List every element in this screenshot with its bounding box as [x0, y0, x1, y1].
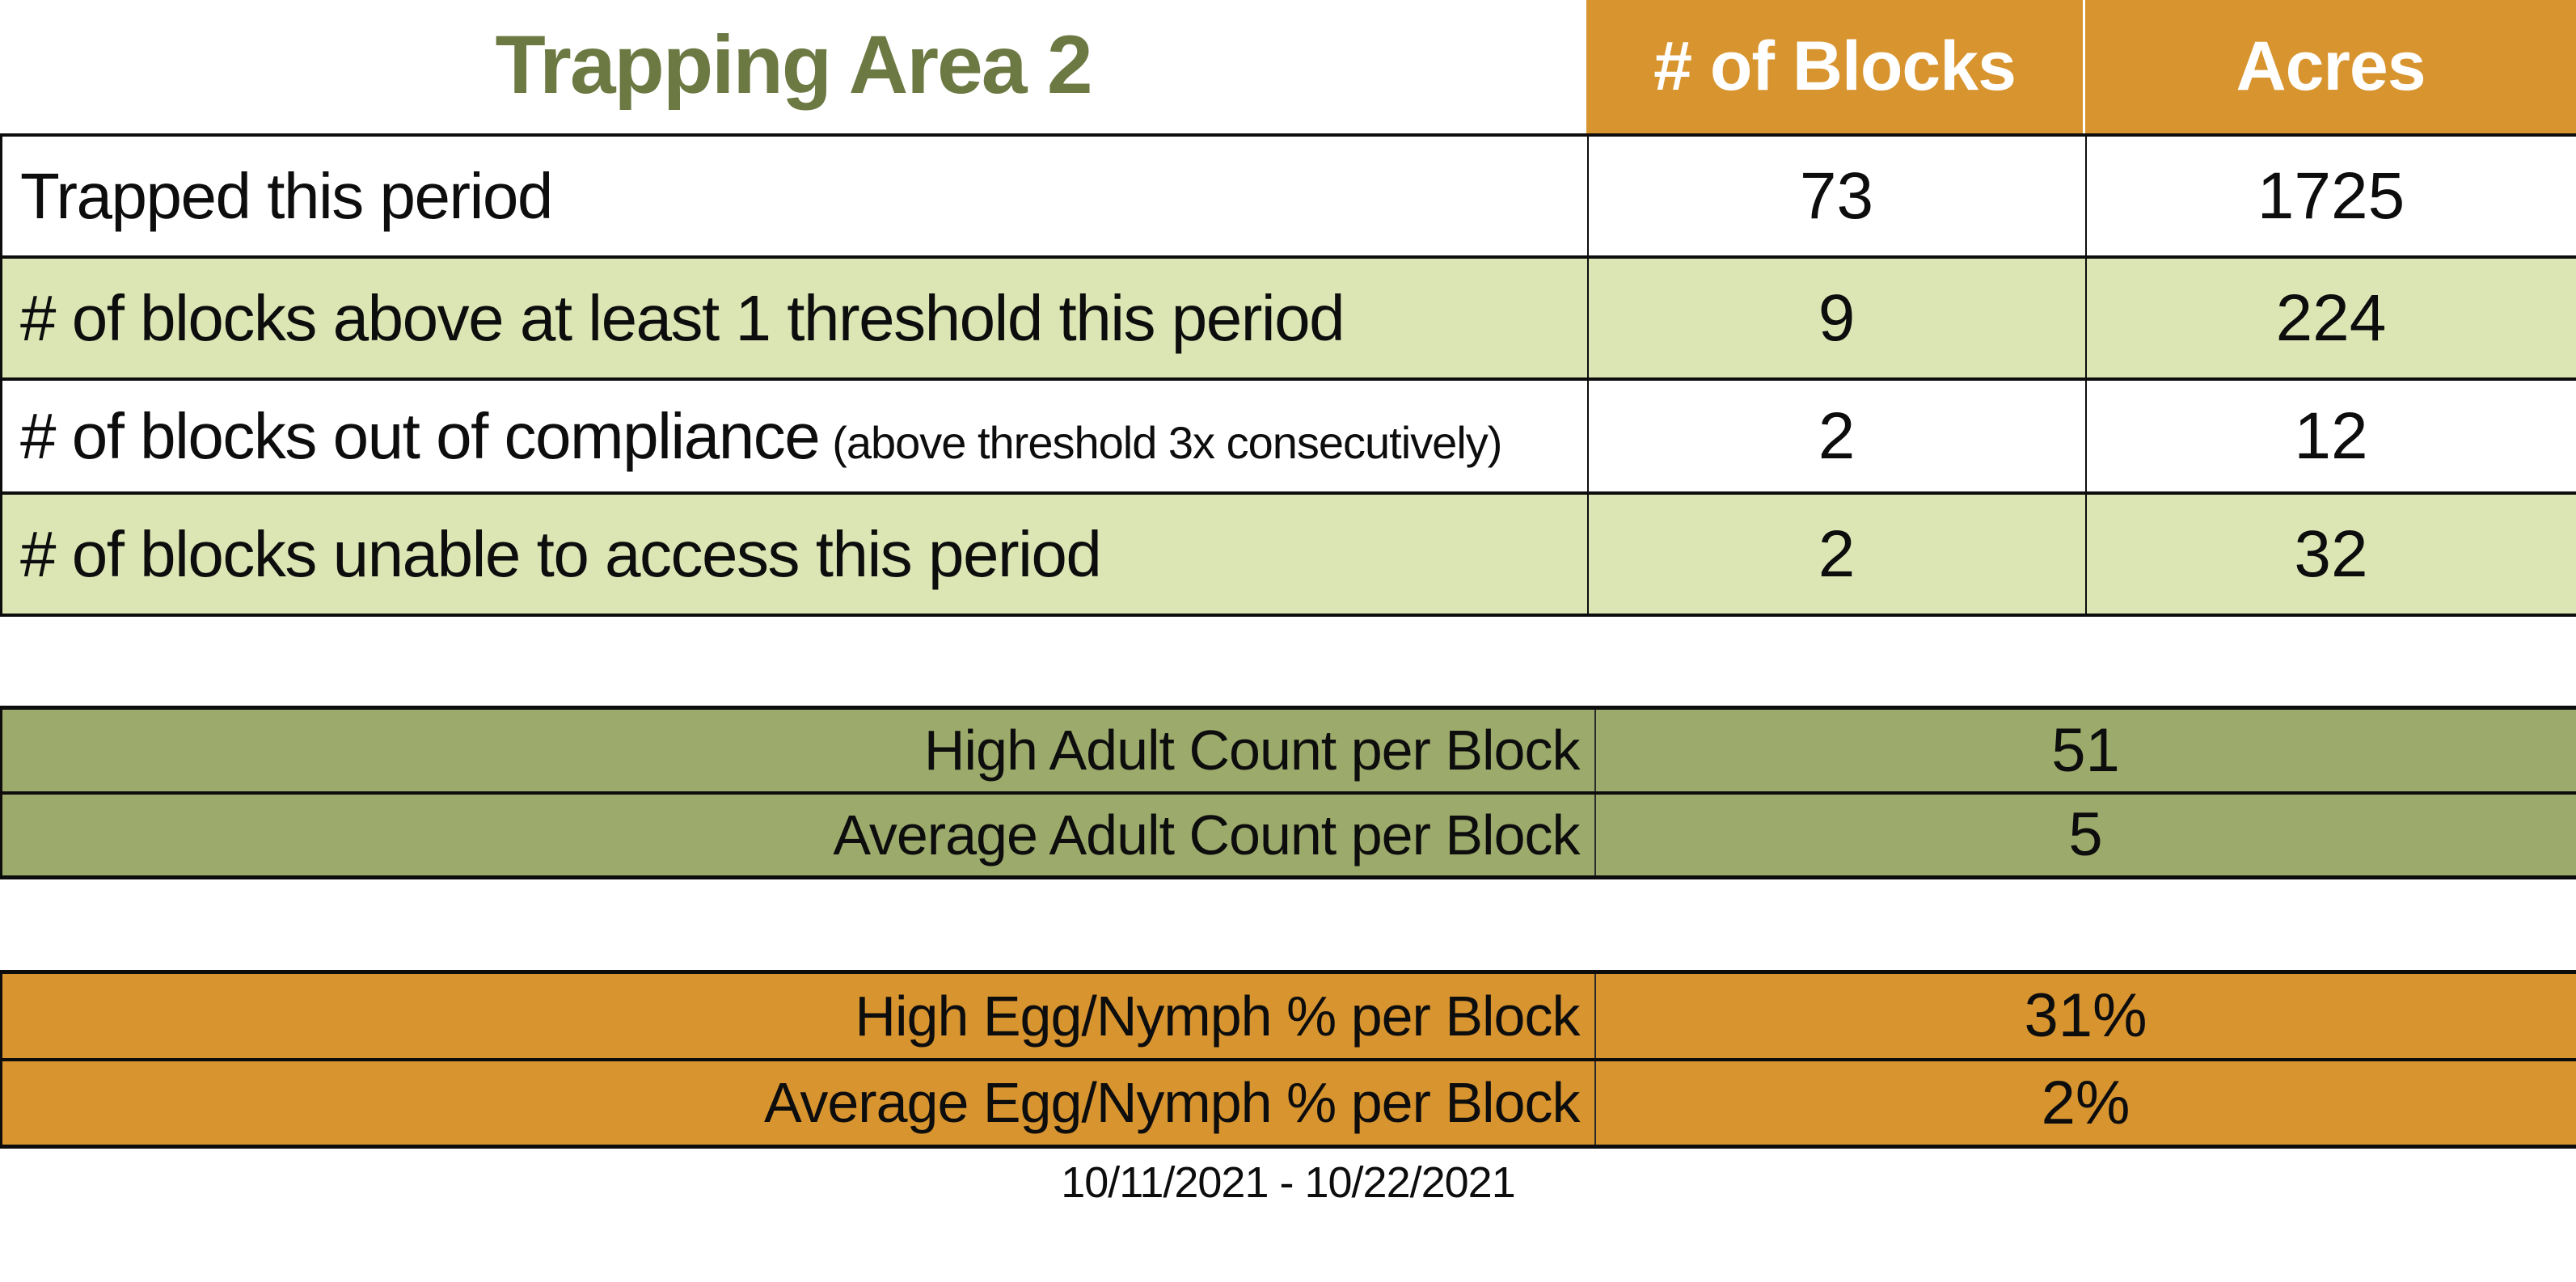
page-title: Trapping Area 2: [495, 18, 1092, 111]
column-header-blocks: # of Blocks: [1586, 0, 2083, 133]
row-value: 31%: [1594, 970, 2576, 1061]
row-label-text: # of blocks out of compliance: [20, 399, 821, 472]
egg-nymph-table: High Egg/Nymph % per Block 31% Average E…: [0, 970, 2576, 1149]
row-label-text: # of blocks unable to access this period: [20, 517, 1102, 590]
row-label: # of blocks out of compliance (above thre…: [0, 377, 1589, 495]
acres-value: 1725: [2084, 133, 2576, 259]
blocks-value: 73: [1586, 133, 2087, 259]
table-row: # of blocks out of compliance (above thre…: [0, 377, 2576, 495]
row-value: 51: [1594, 706, 2576, 795]
row-label: # of blocks above at least 1 threshold t…: [0, 255, 1589, 381]
table-row: High Adult Count per Block 51: [0, 706, 2576, 795]
row-label: Average Egg/Nymph % per Block: [0, 1059, 1596, 1149]
blocks-value: 2: [1586, 491, 2087, 617]
row-label-note: (above threshold 3x consecutively): [832, 416, 1502, 468]
row-label: High Egg/Nymph % per Block: [0, 970, 1596, 1061]
row-label: High Adult Count per Block: [0, 706, 1596, 795]
table-row: # of blocks unable to access this period…: [0, 491, 2576, 617]
row-label: # of blocks unable to access this period: [0, 491, 1589, 617]
table-row: # of blocks above at least 1 threshold t…: [0, 255, 2576, 381]
row-label-text: # of blocks above at least 1 threshold t…: [20, 281, 1345, 354]
row-value: 2%: [1594, 1059, 2576, 1149]
summary-table: Trapped this period 73 1725 # of blocks …: [0, 133, 2576, 617]
table-row: High Egg/Nymph % per Block 31%: [0, 970, 2576, 1061]
acres-value: 32: [2084, 491, 2576, 617]
row-label: Trapped this period: [0, 133, 1589, 259]
table-row: Trapped this period 73 1725: [0, 133, 2576, 259]
row-label-text: Trapped this period: [20, 159, 553, 232]
row-value: 5: [1594, 792, 2576, 879]
table-row: Average Egg/Nymph % per Block 2%: [0, 1059, 2576, 1149]
adult-count-table: High Adult Count per Block 51 Average Ad…: [0, 706, 2576, 879]
column-header-acres: Acres: [2085, 0, 2576, 133]
blocks-value: 9: [1586, 255, 2087, 381]
acres-value: 224: [2084, 255, 2576, 381]
blocks-value: 2: [1586, 377, 2087, 495]
table-row: Average Adult Count per Block 5: [0, 792, 2576, 879]
acres-value: 12: [2084, 377, 2576, 495]
row-label: Average Adult Count per Block: [0, 792, 1596, 879]
date-range: 10/11/2021 - 10/22/2021: [1061, 1158, 1516, 1207]
